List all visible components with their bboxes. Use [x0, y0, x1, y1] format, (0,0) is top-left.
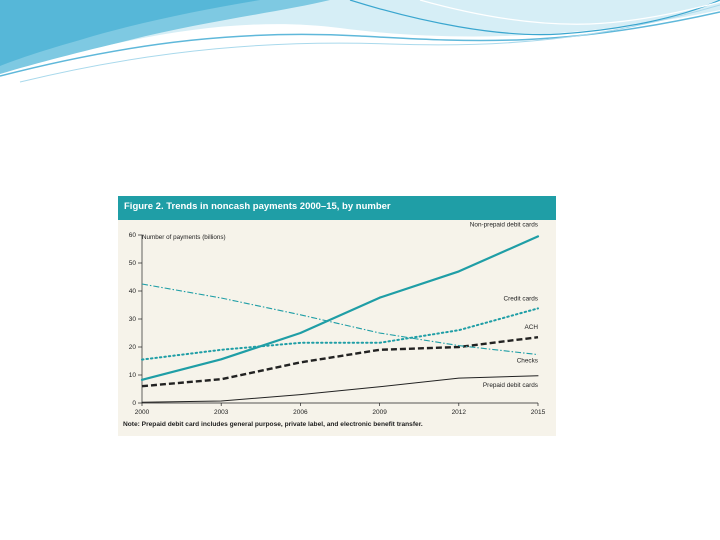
y-axis-grid — [138, 234, 142, 404]
series-label-ach: ACH — [525, 324, 539, 331]
figure-panel: Figure 2. Trends in noncash payments 200… — [118, 196, 556, 436]
line-chart: 0 10 20 30 40 50 60 2000 2003 2006 2009 2012 2015 No… — [129, 221, 546, 416]
decorative-wave-banner — [0, 0, 720, 83]
y-tick-label: 30 — [129, 316, 137, 323]
y-axis-label: Number of payments (billions) — [142, 234, 226, 241]
figure-title: Figure 2. Trends in noncash payments 200… — [124, 201, 391, 212]
series-line-non-prepaid-debit-cards — [140, 235, 540, 381]
x-tick-label: 2009 — [372, 409, 387, 416]
series-label-checks: Checks — [517, 358, 538, 365]
x-tick-label: 2015 — [531, 409, 546, 416]
x-tick-label: 2003 — [214, 409, 229, 416]
figure-header-bar: Figure 2. Trends in noncash payments 200… — [118, 196, 556, 220]
series-line-checks — [141, 283, 539, 356]
x-tick-label: 2006 — [293, 409, 308, 416]
y-tick-label: 0 — [132, 400, 136, 407]
series-line-credit-cards — [141, 307, 539, 361]
series-label-credit-cards: Credit cards — [504, 295, 538, 302]
x-tick-label: 2012 — [452, 409, 467, 416]
series-line-ach — [141, 336, 539, 388]
series-label-prepaid-debit-cards: Prepaid debit cards — [483, 382, 538, 389]
y-tick-label: 60 — [129, 232, 137, 239]
figure-note: Note: Prepaid debit card includes genera… — [123, 421, 423, 428]
y-tick-label: 50 — [129, 260, 137, 267]
x-tick-label: 2000 — [135, 409, 150, 416]
series-label-non-prepaid-debit-cards: Non-prepaid debit cards — [470, 221, 538, 228]
y-tick-label: 10 — [129, 372, 137, 379]
wave-line-2 — [19, 4, 720, 83]
wave-band-deep — [0, 0, 260, 66]
axes: 0 10 20 30 40 50 60 2000 2003 2006 2009 2012 2015 — [129, 232, 546, 416]
wave-line-3 — [349, 0, 720, 36]
series-lines: Non-prepaid debit cards Credit cards ACH Ch… — [140, 221, 540, 403]
wave-line-4 — [419, 0, 720, 25]
series-line-prepaid-debit-cards — [141, 375, 539, 403]
y-tick-label: 20 — [129, 344, 137, 351]
y-tick-label: 40 — [129, 288, 137, 295]
